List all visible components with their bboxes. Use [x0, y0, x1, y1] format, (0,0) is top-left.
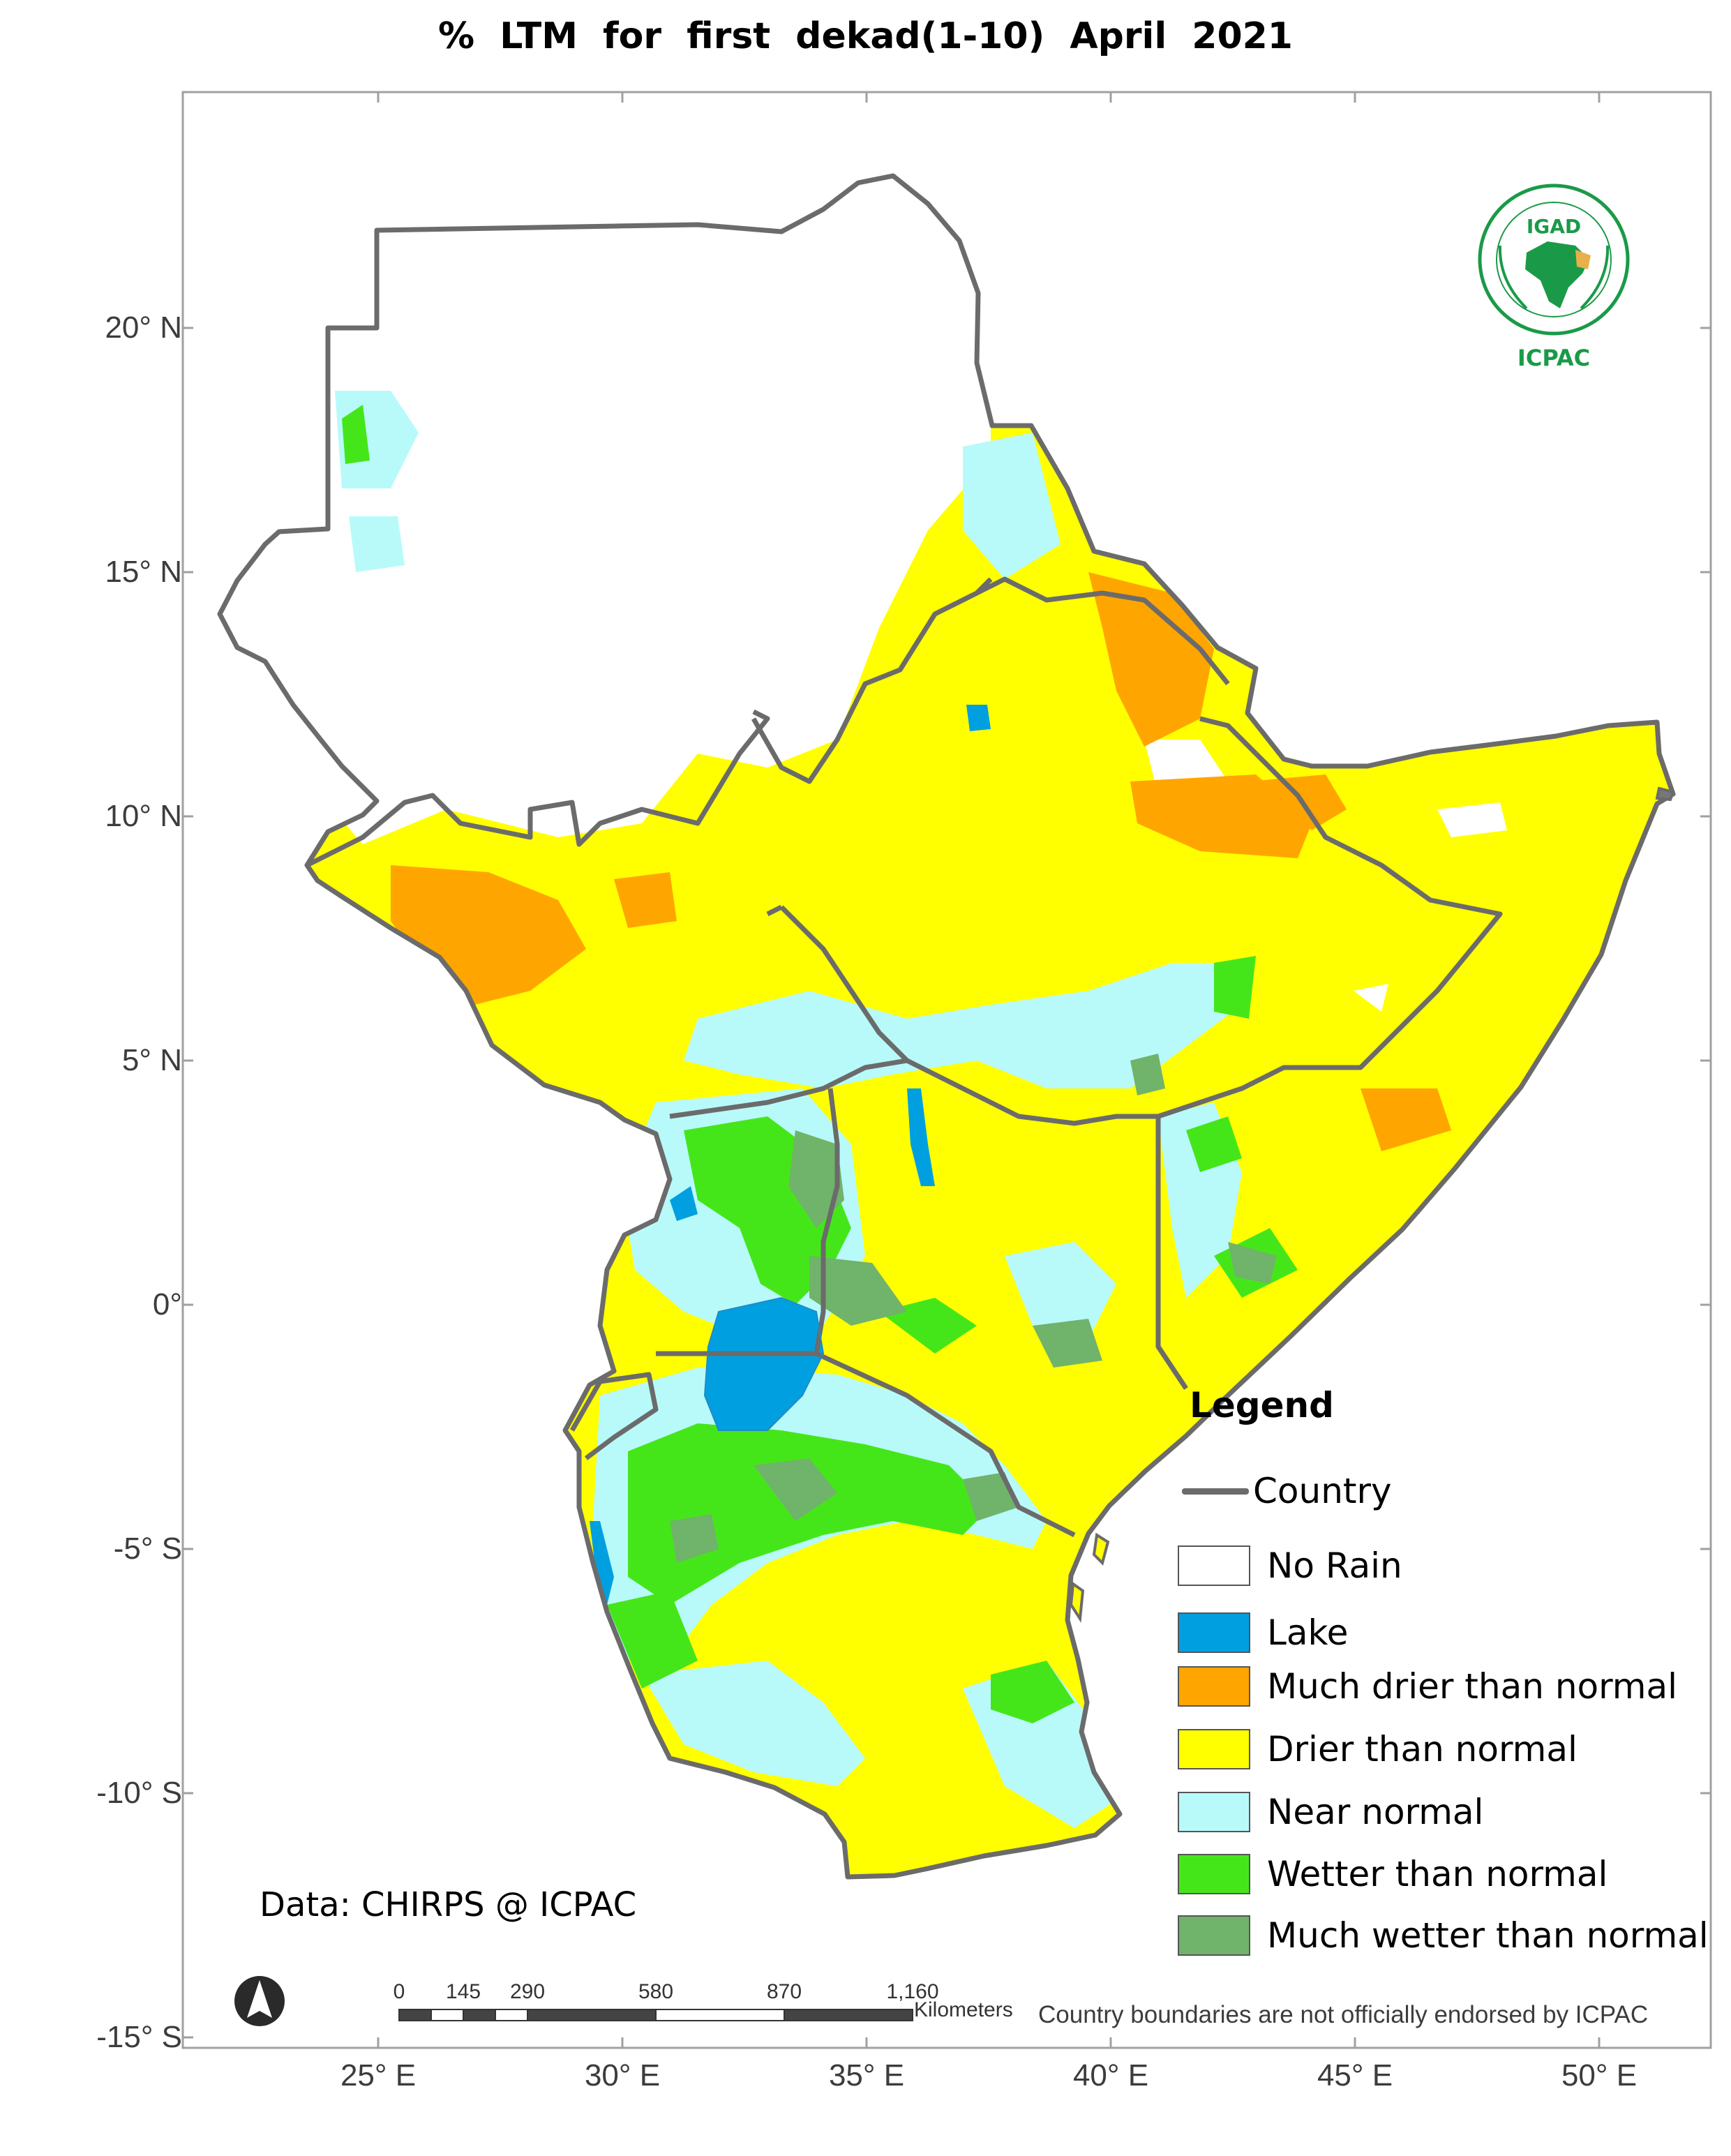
swatch-no-rain	[1178, 1545, 1250, 1586]
legend-no-rain-label: No Rain	[1267, 1545, 1402, 1586]
legend-lake: Lake	[1178, 1610, 1348, 1655]
igad-emblem-icon: IGAD ICPAC	[1478, 184, 1630, 371]
scale-bar	[398, 2009, 913, 2021]
scale-tick-870: 870	[766, 1980, 802, 2003]
swatch-drier	[1178, 1729, 1250, 1769]
scale-tick-1160: 1,160	[886, 1980, 939, 2003]
scale-tick-580: 580	[638, 1980, 674, 2003]
legend-drier: Drier than normal	[1178, 1727, 1578, 1772]
legend-much-wetter-label: Much wetter than normal	[1267, 1915, 1709, 1956]
lon-label-35e: 35° E	[828, 2058, 905, 2093]
swatch-near-normal	[1178, 1792, 1250, 1832]
lat-label-15s: -15° S	[96, 2020, 182, 2054]
country-borders	[220, 176, 1673, 1877]
scale-tick-290: 290	[509, 1980, 546, 2003]
lon-label-40e: 40° E	[1072, 2058, 1149, 2093]
socotra-tip	[1655, 786, 1675, 802]
legend-wetter: Wetter than normal	[1178, 1852, 1608, 1896]
legend-title: Legend	[1190, 1385, 1334, 1425]
boundary-disclaimer: Country boundaries are not officially en…	[1038, 2001, 1649, 2028]
lon-label-50e: 50° E	[1561, 2058, 1638, 2093]
swatch-much-wetter	[1178, 1915, 1250, 1956]
logo-igad-text: IGAD	[1527, 215, 1581, 238]
legend-lake-label: Lake	[1267, 1612, 1349, 1653]
legend-near-normal-label: Near normal	[1267, 1792, 1484, 1832]
lon-label-25e: 25° E	[340, 2058, 417, 2093]
scale-unit: Kilometers	[914, 1998, 1013, 2021]
scale-tick-0: 0	[393, 1980, 405, 2003]
legend-no-rain: No Rain	[1178, 1543, 1402, 1588]
frame-ticks	[183, 92, 1711, 2048]
lat-label-20n: 20° N	[105, 310, 182, 345]
legend-near-normal: Near normal	[1178, 1790, 1483, 1834]
legend-wetter-label: Wetter than normal	[1267, 1854, 1608, 1894]
data-credit: Data: CHIRPS @ ICPAC	[260, 1885, 637, 1924]
lat-label-10n: 10° N	[105, 799, 182, 833]
lon-label-45e: 45° E	[1317, 2058, 1393, 2093]
legend-country: Country	[1178, 1469, 1392, 1513]
pemba-island	[1092, 1532, 1110, 1566]
igad-icpac-logo: IGAD ICPAC	[1471, 183, 1637, 375]
lake-victoria-outline	[703, 1296, 825, 1431]
country-line-icon	[1182, 1488, 1249, 1495]
lat-label-10s: -10° S	[96, 1776, 182, 1810]
lat-label-5n: 5° N	[121, 1043, 182, 1077]
legend-country-label: Country	[1253, 1471, 1392, 1511]
map-title: % LTM for first dekad(1-10) April 2021	[438, 15, 1293, 57]
swatch-wetter	[1178, 1854, 1250, 1894]
scale-tick-145: 145	[445, 1980, 481, 2003]
lat-label-5s: -5° S	[113, 1532, 182, 1566]
zanzibar-island	[1069, 1581, 1085, 1623]
swatch-much-drier	[1178, 1666, 1250, 1707]
lat-label-15n: 15° N	[105, 555, 182, 589]
legend-much-drier-label: Much drier than normal	[1267, 1666, 1678, 1707]
legend-much-drier: Much drier than normal	[1178, 1664, 1677, 1709]
legend-much-wetter: Much wetter than normal	[1178, 1913, 1709, 1958]
logo-icpac-text: ICPAC	[1518, 345, 1590, 371]
north-arrow-icon	[234, 1976, 285, 2026]
lat-label-0: 0°	[152, 1287, 182, 1322]
lon-label-30e: 30° E	[584, 2058, 661, 2093]
swatch-lake	[1178, 1612, 1250, 1653]
legend-drier-label: Drier than normal	[1267, 1729, 1578, 1769]
